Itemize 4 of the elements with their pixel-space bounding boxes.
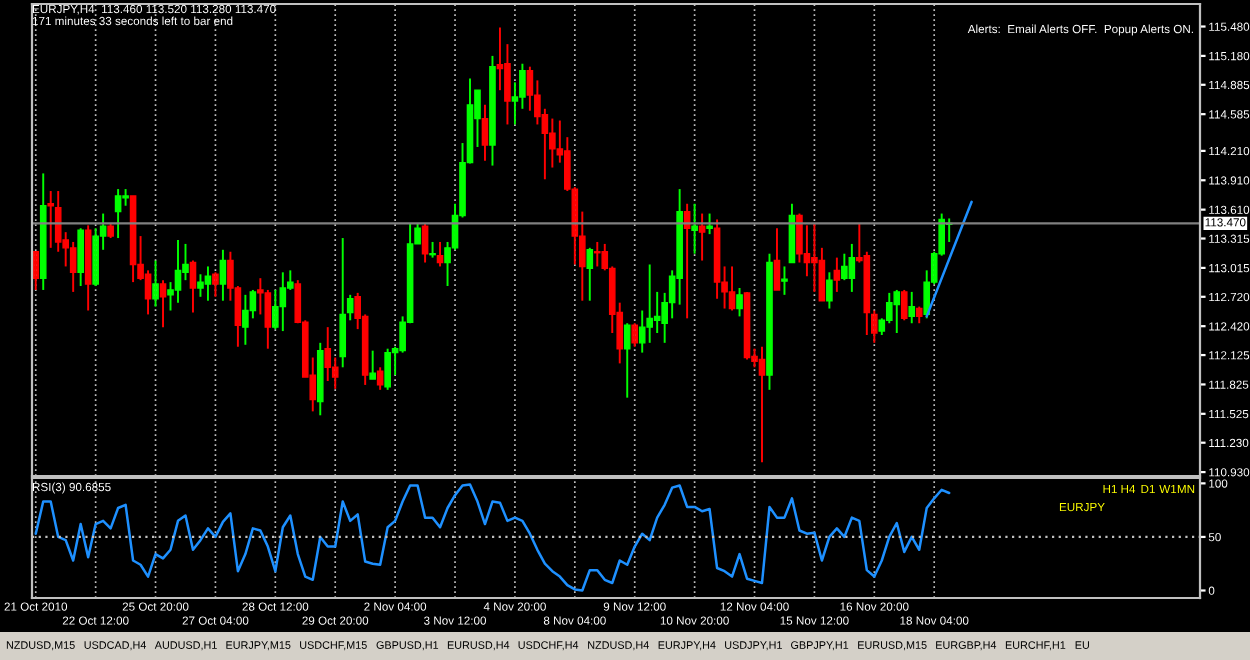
line-series <box>34 483 951 592</box>
candlestick <box>766 252 773 391</box>
candlestick <box>781 265 788 296</box>
candlestick <box>369 349 376 381</box>
